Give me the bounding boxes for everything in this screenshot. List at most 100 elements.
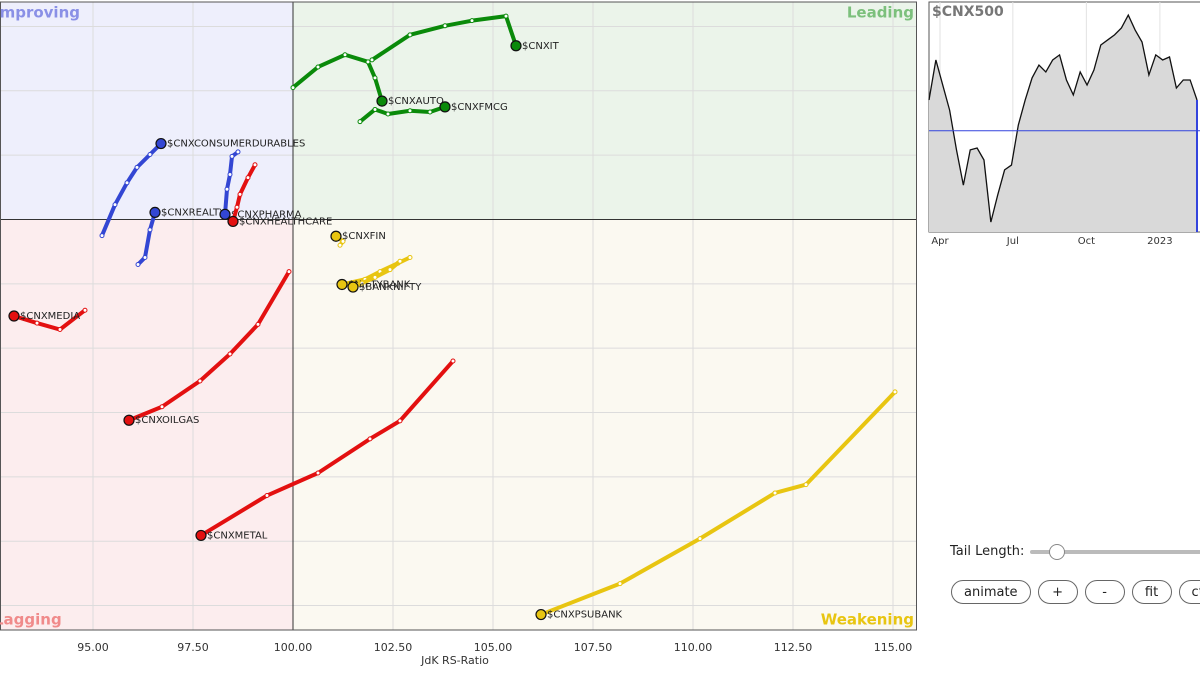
x-tick-label: 95.00 <box>77 641 109 654</box>
tail-point <box>372 75 378 81</box>
tail <box>127 269 291 423</box>
tail-point <box>372 106 378 112</box>
quadrant-label: Lagging <box>0 611 62 629</box>
x-tick-label: 110.00 <box>674 641 713 654</box>
tail-point <box>235 149 241 155</box>
x-axis-title: JdK RS-Ratio <box>420 654 489 667</box>
head-point <box>155 137 167 150</box>
head-point <box>336 278 348 291</box>
tail-point <box>772 490 778 496</box>
x-tick-label: 115.00 <box>874 641 913 654</box>
tail-point <box>134 164 140 170</box>
control-button[interactable]: ctr <box>1178 580 1200 604</box>
tail-point <box>340 238 346 244</box>
series-label: $CNXFMCG <box>451 102 508 113</box>
tail-point <box>112 202 118 208</box>
tail-point <box>803 482 809 488</box>
tail <box>12 308 87 332</box>
tail-point <box>147 227 153 233</box>
x-tick-label: Apr <box>931 236 949 247</box>
x-tick-label: 102.50 <box>374 641 413 654</box>
tail-point <box>359 280 365 286</box>
head-point <box>347 281 359 293</box>
tail-point <box>617 581 623 587</box>
mini-chart-title: $CNX500 <box>932 4 1004 20</box>
control-button[interactable]: - <box>1084 580 1125 604</box>
tail-point <box>99 233 105 239</box>
series-label: $CNXMEDIA <box>20 311 80 322</box>
tail <box>370 14 518 62</box>
tail-point <box>337 242 343 248</box>
button-row: animate+-fitctr <box>951 580 1200 604</box>
x-tick-label: 100.00 <box>274 641 313 654</box>
control-button[interactable]: + <box>1037 580 1078 604</box>
tail-point <box>342 52 348 58</box>
tail-point <box>82 307 88 313</box>
head-point <box>123 414 135 426</box>
x-tick-label: 105.00 <box>474 641 513 654</box>
tail-point <box>237 191 243 197</box>
tail-point <box>227 351 233 357</box>
series-label: $NIFTYBANK <box>348 279 411 290</box>
tail-point <box>892 389 898 395</box>
tail <box>199 359 455 538</box>
series-label: $CNXCONSUMERDURABLES <box>167 139 305 150</box>
x-tick-label: Jul <box>1006 236 1019 247</box>
tail <box>100 141 163 238</box>
quadrant-lagging <box>0 219 293 630</box>
tail-point <box>397 418 403 424</box>
tail <box>358 104 447 124</box>
series-label: $CNXHEALTHCARE <box>239 216 332 227</box>
control-button[interactable]: animate <box>951 580 1031 604</box>
tail-point <box>469 18 475 24</box>
series-label: $CNXOILGAS <box>135 415 199 426</box>
tail-point <box>147 151 153 157</box>
tail-point <box>450 358 456 364</box>
quadrant-improving <box>0 2 293 220</box>
tail <box>291 52 384 104</box>
head-point <box>8 310 20 322</box>
tail-point <box>315 470 321 476</box>
tail-point <box>227 171 233 177</box>
series-label: $CNXPSUBANK <box>547 610 623 621</box>
tail-point <box>407 32 413 38</box>
tail-point <box>135 262 141 268</box>
tail-point <box>442 23 448 29</box>
price-line <box>928 13 1198 223</box>
tail-point <box>369 57 375 63</box>
tail-point <box>697 536 703 542</box>
tail-point <box>315 64 321 70</box>
tail-point <box>234 204 240 210</box>
tail-point <box>264 493 270 499</box>
head-point <box>330 230 342 242</box>
tail-point <box>229 153 235 159</box>
head-point <box>227 215 239 228</box>
quadrant-label: Weakening <box>821 611 914 629</box>
tail-point <box>503 13 509 19</box>
tail-point <box>427 109 433 115</box>
tail-point <box>407 108 413 114</box>
tail-point <box>365 59 371 65</box>
head-point <box>195 529 207 542</box>
tail-slider[interactable] <box>1030 550 1200 554</box>
x-tick-label: 2023 <box>1147 236 1172 247</box>
x-tick-label: 112.50 <box>774 641 813 654</box>
tail-point <box>57 327 63 333</box>
control-button[interactable]: fit <box>1131 580 1172 604</box>
series-label: $CNXPHARMA <box>231 209 302 220</box>
series-label: $CNXAUTO <box>388 96 444 107</box>
tail <box>136 210 157 267</box>
series-label: $CNXMETAL <box>207 530 268 541</box>
tail-point <box>245 175 251 181</box>
head-point <box>510 40 522 52</box>
tail-point <box>34 320 40 326</box>
area-fill <box>929 15 1197 232</box>
x-tick-label: 97.50 <box>177 641 209 654</box>
tail-point <box>372 274 378 280</box>
head-point <box>149 206 161 219</box>
tail-slider-knob[interactable] <box>1049 544 1065 560</box>
tail-point <box>387 267 393 273</box>
series-label: $BANKNIFTY <box>359 282 422 293</box>
